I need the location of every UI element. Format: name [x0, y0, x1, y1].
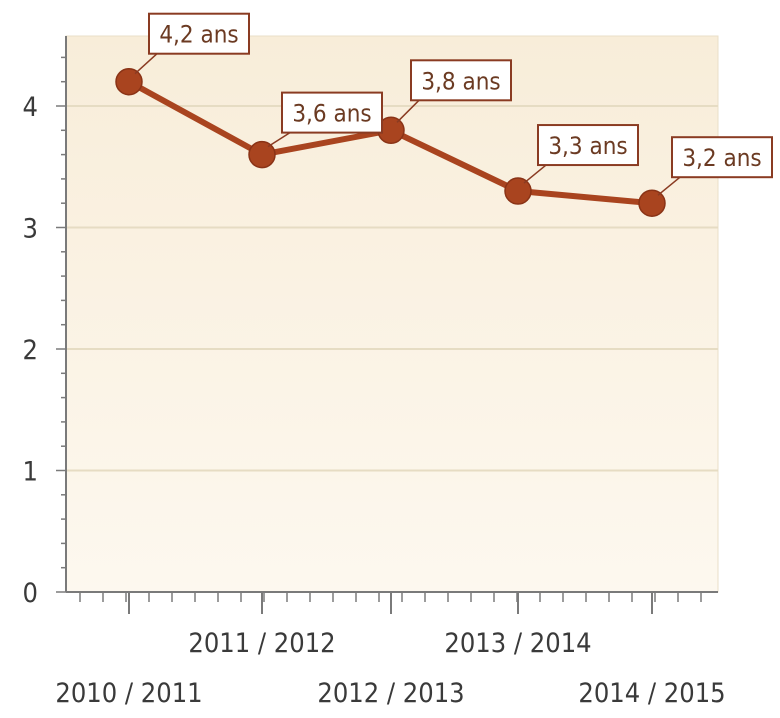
data-label: 3,6 ans	[292, 100, 371, 128]
data-label: 3,2 ans	[682, 144, 761, 172]
data-label-box	[148, 12, 250, 55]
data-label-leader	[134, 53, 158, 75]
data-label-box	[671, 136, 773, 179]
y-tick-label: 3	[23, 214, 38, 245]
data-label: 4,2 ans	[159, 21, 238, 49]
x-tick-label: 2012 / 2013	[317, 678, 464, 709]
data-label: 3,8 ans	[421, 67, 500, 95]
data-point	[638, 189, 666, 217]
data-label: 3,3 ans	[548, 132, 627, 160]
data-label-box	[410, 59, 512, 102]
y-tick-label: 4	[23, 92, 38, 123]
data-label-box	[281, 91, 383, 134]
data-label-leader	[523, 164, 547, 184]
data-point	[248, 140, 276, 169]
data-label-leader	[657, 176, 681, 196]
y-tick-label: 2	[23, 335, 38, 366]
data-label-box	[537, 124, 639, 167]
data-point	[504, 177, 532, 205]
x-tick-label: 2014 / 2015	[578, 678, 725, 709]
data-label-leader	[396, 99, 420, 123]
data-label-leader	[267, 131, 291, 148]
y-tick-label: 0	[23, 578, 38, 609]
data-point	[115, 67, 143, 96]
x-tick-label: 2011 / 2012	[188, 628, 335, 659]
x-tick-label: 2010 / 2011	[55, 678, 202, 709]
x-tick-label: 2013 / 2014	[444, 628, 591, 659]
y-tick-label: 1	[23, 457, 38, 488]
